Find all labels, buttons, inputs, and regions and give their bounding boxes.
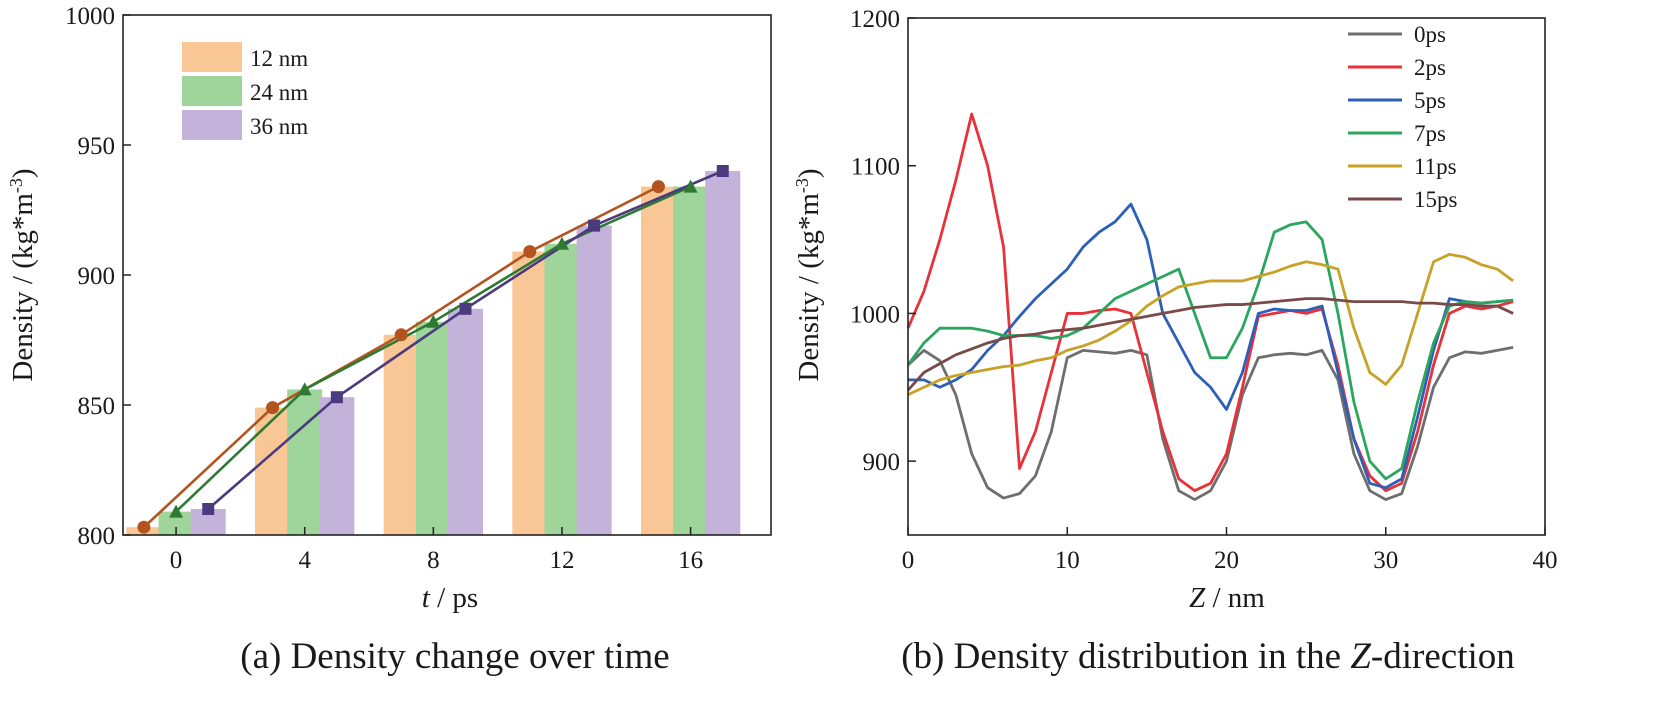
line-5ps (908, 202, 1514, 490)
legend-label-15ps: 15ps (1414, 187, 1458, 212)
chart-b-x-label: Z / nm (1189, 582, 1265, 614)
bar-36nm-8 (447, 308, 483, 535)
legend-label-0ps: 0ps (1414, 22, 1446, 47)
legend-swatch-36nm (182, 110, 242, 140)
marker-36nm-16 (716, 165, 729, 177)
x-tick-label-20: 20 (1214, 547, 1239, 574)
y-tick-label-1000: 1000 (65, 3, 115, 30)
marker-24nm-16 (683, 179, 698, 193)
y-tick-label-900: 900 (78, 263, 116, 290)
bar-24nm-4 (287, 389, 323, 535)
marker-12nm-8 (394, 328, 408, 342)
bar-12nm-4 (255, 407, 291, 535)
legend-label-7ps: 7ps (1414, 121, 1446, 146)
chart-b-lines (906, 112, 1514, 501)
line-11ps (907, 252, 1514, 396)
marker-24nm-0 (169, 504, 184, 518)
y-tick-label-800: 800 (78, 523, 116, 550)
legend-label-36nm: 36 nm (250, 114, 308, 139)
chart-b-y-label: Density / (kg*m-3) (792, 168, 825, 381)
line-2ps (906, 112, 1514, 493)
y-tick-label-1200: 1200 (850, 6, 900, 33)
bar-24nm-0 (158, 511, 194, 535)
chart-a-legend: 12 nm 24 nm 36 nm (182, 42, 308, 140)
marker-36nm-12 (588, 219, 601, 232)
legend-label-5ps: 5ps (1414, 88, 1446, 113)
marker-36nm-8 (459, 302, 472, 315)
bar-24nm-8 (415, 321, 451, 535)
marker-12nm-16 (651, 180, 665, 194)
bar-36nm-12 (576, 225, 612, 535)
y-tick-label-900: 900 (863, 449, 901, 476)
chart-b: 900 1000 1100 1200 0 10 20 30 40 0ps 2ps 5ps 7ps 11… (792, 6, 1558, 677)
chart-a-x-label: t / ps (422, 582, 478, 614)
chart-a-y-label: Density / (kg*m-3) (6, 168, 39, 381)
y-tick-label-850: 850 (78, 393, 116, 420)
chart-b-legend: 0ps 2ps 5ps 7ps 11ps 15ps (1348, 22, 1458, 212)
x-tick-label-40: 40 (1533, 547, 1558, 574)
y-tick-label-1000: 1000 (850, 301, 900, 328)
bar-24nm-16 (673, 186, 709, 535)
x-tick-label-0: 0 (170, 547, 183, 574)
line-7ps (906, 220, 1514, 481)
line-15ps (906, 297, 1514, 392)
y-tick-label-950: 950 (78, 133, 116, 160)
chart-b-y-axis: 900 1000 1100 1200 (850, 6, 916, 476)
bar-12nm-12 (512, 251, 548, 535)
x-tick-label-4: 4 (298, 547, 311, 574)
x-tick-label-12: 12 (549, 547, 574, 574)
legend-label-24nm: 24 nm (250, 80, 308, 105)
marker-36nm-4 (330, 391, 343, 404)
legend-label-12nm: 12 nm (250, 46, 308, 71)
x-tick-label-30: 30 (1373, 547, 1398, 574)
y-tick-label-1100: 1100 (851, 154, 900, 181)
marker-24nm-4 (297, 382, 312, 396)
legend-label-2ps: 2ps (1414, 55, 1446, 80)
chart-a: 800 850 900 950 1000 0 4 8 12 16 12 nm 24 nm 36 nm… (6, 3, 772, 677)
marker-12nm-4 (266, 401, 280, 415)
line-0ps (907, 346, 1514, 501)
x-tick-label-0: 0 (902, 547, 915, 574)
marker-12nm-0 (137, 520, 151, 534)
x-tick-label-8: 8 (427, 547, 440, 574)
chart-a-caption: (a) Density change over time (240, 636, 669, 677)
bar-12nm-8 (383, 334, 419, 535)
chart-b-caption: (b) Density distribution in the Z-direct… (901, 636, 1515, 677)
x-tick-label-16: 16 (678, 547, 703, 574)
marker-24nm-12 (554, 236, 569, 250)
bar-36nm-4 (319, 397, 355, 535)
marker-12nm-12 (523, 245, 537, 259)
legend-swatch-12nm (182, 42, 242, 72)
legend-label-11ps: 11ps (1414, 154, 1457, 179)
legend-swatch-24nm (182, 76, 242, 106)
bar-24nm-12 (544, 243, 580, 536)
bar-12nm-16 (640, 186, 676, 535)
x-tick-label-10: 10 (1055, 547, 1080, 574)
bar-36nm-16 (705, 171, 741, 535)
chart-a-y-axis: 800 850 900 950 1000 (65, 3, 131, 550)
chart-b-x-axis: 0 10 20 30 40 (902, 527, 1558, 574)
marker-24nm-8 (426, 314, 441, 328)
marker-36nm-0 (202, 503, 215, 515)
chart-a-markers (137, 165, 729, 534)
chart-a-bars (126, 171, 741, 536)
chart-a-x-axis: 0 4 8 12 16 (170, 527, 703, 574)
